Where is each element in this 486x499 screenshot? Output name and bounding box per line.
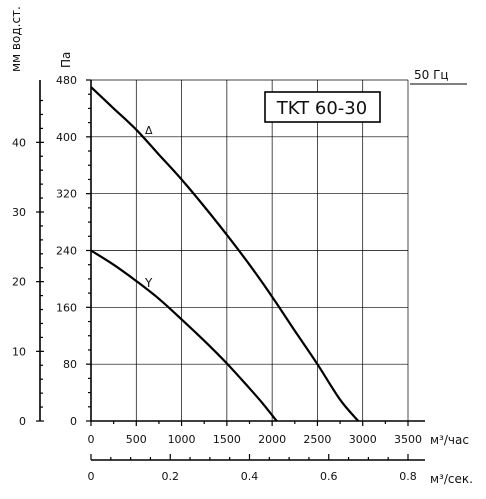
y-tick-label-5: 400 bbox=[56, 131, 77, 144]
series-label-delta: Δ bbox=[145, 124, 153, 137]
x2-tick-label-4: 0.8 bbox=[399, 470, 417, 483]
y-tick-label-6: 480 bbox=[56, 74, 77, 87]
x-tick-label-6: 3000 bbox=[349, 433, 377, 446]
y-tick-label-0: 0 bbox=[70, 415, 77, 428]
x-tick-label-0: 0 bbox=[88, 433, 95, 446]
x-tick-label-3: 1500 bbox=[213, 433, 241, 446]
title-box bbox=[264, 91, 381, 123]
y2-tick-label-4: 40 bbox=[12, 136, 26, 149]
x-axis-title-secondary: м³/сек. bbox=[430, 472, 473, 486]
x-tick-label-1: 500 bbox=[126, 433, 147, 446]
chart-title: TKT 60-30 bbox=[276, 98, 367, 119]
y2-tick-label-1: 10 bbox=[12, 345, 26, 358]
y-tick-label-1: 80 bbox=[63, 358, 77, 371]
x-tick-label-4: 2000 bbox=[258, 433, 286, 446]
series-line-y bbox=[90, 249, 278, 422]
y-axis-title-secondary: мм вод.ст. bbox=[9, 6, 23, 72]
y-tick-label-2: 160 bbox=[56, 301, 77, 314]
x-axis-title-primary: м³/час bbox=[430, 433, 469, 447]
x2-tick-label-0: 0 bbox=[88, 470, 95, 483]
y-axis-title-primary: Па bbox=[59, 52, 73, 68]
frequency-label: 50 Гц bbox=[414, 68, 449, 82]
x2-tick-label-3: 0.6 bbox=[320, 470, 338, 483]
x2-tick-label-2: 0.4 bbox=[241, 470, 259, 483]
y-tick-label-3: 240 bbox=[56, 245, 77, 258]
x-tick-label-2: 1000 bbox=[168, 433, 196, 446]
series-line-delta bbox=[90, 86, 360, 422]
y2-tick-label-3: 30 bbox=[12, 206, 26, 219]
x-tick-label-5: 2500 bbox=[303, 433, 331, 446]
y-tick-label-4: 320 bbox=[56, 188, 77, 201]
y2-tick-label-2: 20 bbox=[12, 276, 26, 289]
x2-tick-label-1: 0.2 bbox=[162, 470, 180, 483]
series-label-y: Y bbox=[144, 276, 153, 290]
x-tick-label-7: 3500 bbox=[394, 433, 422, 446]
y2-tick-label-0: 0 bbox=[19, 415, 26, 428]
curves bbox=[90, 86, 360, 422]
